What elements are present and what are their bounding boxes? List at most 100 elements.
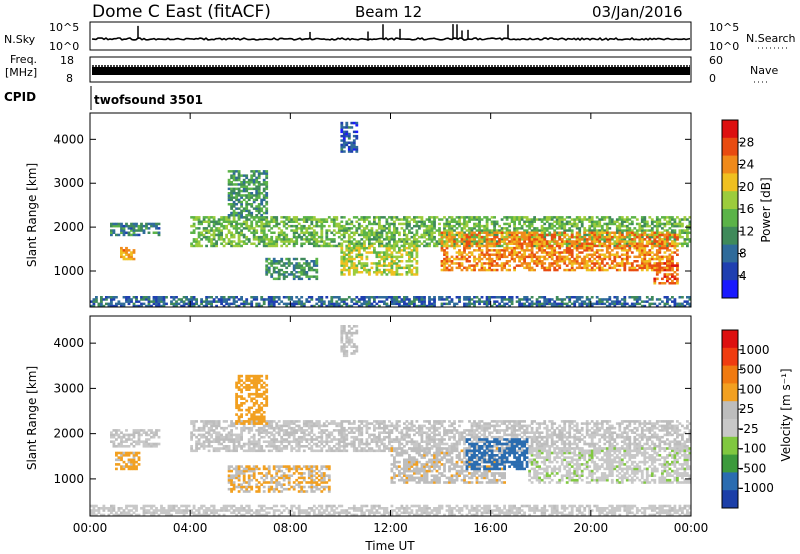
data-cell xyxy=(282,447,286,450)
data-cell xyxy=(620,257,624,261)
data-cell xyxy=(230,242,233,245)
data-cell xyxy=(485,229,489,232)
data-cell xyxy=(543,222,547,226)
data-cell xyxy=(340,304,344,308)
data-cell xyxy=(490,220,494,223)
data-cell xyxy=(555,296,559,299)
data-cell xyxy=(297,420,301,423)
data-cell xyxy=(110,440,113,443)
data-cell xyxy=(265,424,269,428)
data-cell xyxy=(240,233,243,237)
data-cell xyxy=(668,260,672,263)
data-cell xyxy=(570,253,574,256)
data-cell xyxy=(550,224,554,228)
data-cell xyxy=(320,298,324,301)
data-cell xyxy=(440,246,444,250)
data-cell xyxy=(545,266,549,270)
data-cell xyxy=(340,224,344,228)
data-cell xyxy=(342,145,346,149)
data-cell xyxy=(347,249,351,252)
data-cell xyxy=(618,264,622,267)
data-cell xyxy=(463,227,466,230)
nave-bottom-tick: 0 xyxy=(709,72,716,85)
data-cell xyxy=(237,176,241,180)
data-cell xyxy=(663,242,667,245)
data-cell xyxy=(518,218,521,221)
data-cell xyxy=(563,229,567,232)
data-cell xyxy=(605,255,609,259)
data-cell xyxy=(375,253,379,256)
data-cell xyxy=(485,296,489,299)
data-cell xyxy=(137,458,141,462)
data-cell xyxy=(548,231,552,234)
data-cell xyxy=(460,264,464,267)
data-cell xyxy=(240,194,243,197)
data-cell xyxy=(400,238,404,241)
data-cell xyxy=(661,266,664,270)
data-cell xyxy=(282,220,286,223)
data-cell xyxy=(643,244,647,248)
data-cell xyxy=(373,296,376,299)
data-cell xyxy=(520,246,524,250)
data-cell xyxy=(272,257,276,261)
data-cell xyxy=(235,300,238,303)
data-cell xyxy=(580,218,584,221)
data-cell xyxy=(357,224,361,228)
data-cell xyxy=(555,255,559,259)
data-cell xyxy=(460,255,464,259)
data-cell xyxy=(645,264,649,267)
data-cell xyxy=(478,249,481,252)
data-cell xyxy=(252,438,256,441)
data-cell xyxy=(160,304,163,308)
data-cell xyxy=(543,302,547,306)
data-cell xyxy=(450,300,454,303)
data-cell xyxy=(295,266,299,270)
data-cell xyxy=(518,222,521,226)
data-cell xyxy=(525,296,529,299)
data-cell xyxy=(235,176,238,180)
data-cell xyxy=(112,296,116,299)
data-cell xyxy=(342,273,346,276)
data-cell xyxy=(583,244,587,248)
data-cell xyxy=(468,218,471,221)
data-cell xyxy=(673,298,677,301)
data-cell xyxy=(240,189,243,193)
data-cell xyxy=(335,302,339,306)
data-cell xyxy=(530,218,534,221)
data-cell xyxy=(270,260,274,263)
data-cell xyxy=(645,266,649,270)
data-cell xyxy=(625,302,629,306)
data-cell xyxy=(473,302,476,306)
data-cell xyxy=(385,302,389,306)
data-cell xyxy=(245,207,249,210)
data-cell xyxy=(270,449,274,453)
data-cell xyxy=(563,257,567,261)
data-cell xyxy=(455,266,459,270)
data-cell xyxy=(668,242,672,245)
data-cell xyxy=(235,445,238,448)
data-cell xyxy=(360,304,364,308)
data-cell xyxy=(237,438,241,441)
data-cell xyxy=(225,426,228,430)
data-cell xyxy=(373,238,376,241)
data-cell xyxy=(653,302,657,306)
data-cell xyxy=(265,192,269,195)
data-cell xyxy=(460,257,464,261)
data-cell xyxy=(470,233,474,237)
data-cell xyxy=(563,298,567,301)
data-cell xyxy=(393,231,396,234)
data-cell xyxy=(468,229,471,232)
data-cell xyxy=(332,224,336,228)
data-cell xyxy=(267,300,271,303)
data-cell xyxy=(368,231,371,234)
data-cell xyxy=(400,260,404,263)
data-cell xyxy=(305,271,309,274)
data-cell xyxy=(620,224,624,228)
data-cell xyxy=(255,298,259,301)
data-cell xyxy=(272,300,276,303)
data-cell xyxy=(250,170,254,173)
data-cell xyxy=(337,296,341,299)
data-cell xyxy=(280,238,284,241)
data-cell xyxy=(135,467,138,471)
data-cell xyxy=(352,139,356,142)
